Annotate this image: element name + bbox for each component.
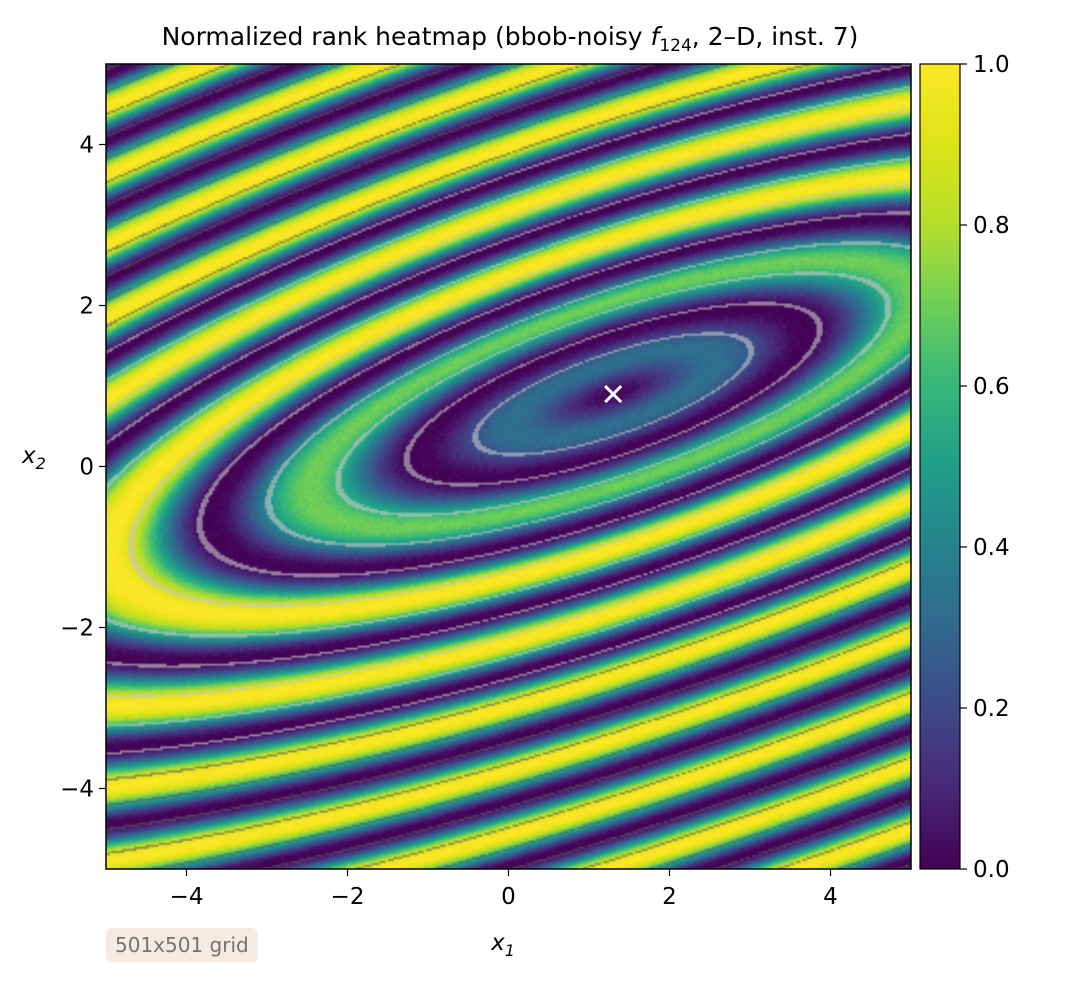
y-tick-label: −2 [60, 616, 94, 642]
y-tick-label: 0 [79, 455, 94, 481]
colorbar-tick-label: 0.2 [973, 696, 1010, 722]
colorbar-tick-label: 0.8 [973, 213, 1010, 239]
colorbar-tick-label: 1.0 [973, 52, 1010, 78]
grid-size-annotation: 501x501 grid [106, 928, 258, 962]
colorbar [920, 64, 960, 869]
y-tick-label: 2 [79, 294, 94, 320]
x-tick-label: 0 [501, 884, 516, 910]
x-tick-label: −2 [331, 884, 365, 910]
colorbar-tick-label: 0.4 [973, 535, 1010, 561]
colorbar-tick-label: 0.6 [973, 374, 1010, 400]
x-axis-label: x1 [490, 930, 515, 960]
x-axis: −4 −2 0 2 4 [170, 869, 838, 910]
heatmap-field [106, 64, 911, 869]
heatmap-image [106, 64, 911, 869]
chart-title: Normalized rank heatmap (bbob-noisy f124… [162, 22, 859, 56]
x-tick-label: −4 [170, 884, 204, 910]
colorbar-frame [919, 63, 961, 870]
x-tick-label: 2 [662, 884, 677, 910]
x-tick-label: 4 [823, 884, 838, 910]
y-tick-label: 4 [79, 133, 94, 159]
y-tick-label: −4 [60, 777, 94, 803]
y-axis-label: x2 [21, 443, 46, 473]
colorbar-axis: 0.0 0.2 0.4 0.6 0.8 1.0 [960, 52, 1010, 883]
optimum-marker [604, 384, 623, 404]
y-axis: −4 −2 0 2 4 [60, 133, 106, 803]
colorbar-tick-label: 0.0 [973, 857, 1010, 883]
